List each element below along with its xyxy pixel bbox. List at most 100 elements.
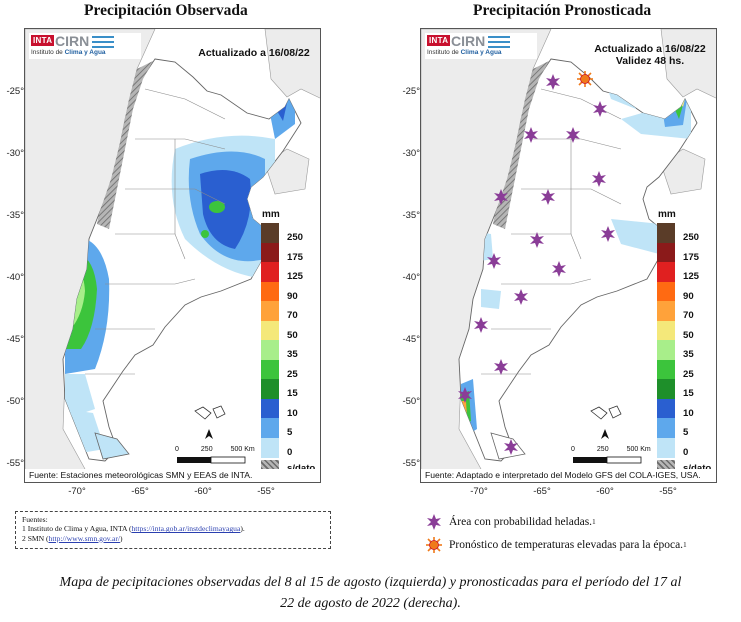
legend-unit: mm xyxy=(658,209,676,220)
left-lon-label: -70° xyxy=(68,486,86,497)
frost-star-icon xyxy=(458,387,472,403)
source-line-inta: 1 Instituto de Clima y Agua, INTA (https… xyxy=(22,524,245,534)
smn-link[interactable]: http://www.smn.gov.ar/ xyxy=(48,533,120,543)
left-source-note: Fuente: Estaciones meteorológicas SMN y … xyxy=(25,469,320,482)
inta-cirn-logo: INTA CIRN Instituto de Clima y Agua xyxy=(29,33,141,59)
right-lon-label: -65° xyxy=(533,486,551,497)
frost-star-icon xyxy=(427,514,441,530)
frost-star-icon xyxy=(541,189,555,205)
frost-star-icon xyxy=(592,171,606,187)
sources-box: Fuentes: 1 Instituto de Clima y Agua, IN… xyxy=(15,511,331,549)
sun-icon xyxy=(426,537,442,553)
legend-unit: mm xyxy=(262,209,280,220)
malvinas-islands xyxy=(194,405,226,420)
legend-swatch xyxy=(657,281,675,302)
right-lon-label: -55° xyxy=(659,486,677,497)
legend-swatch xyxy=(261,301,279,321)
observed-map-canvas xyxy=(25,29,320,482)
north-arrow-icon xyxy=(205,429,213,439)
legend-swatch xyxy=(657,379,675,399)
sources-heading: Fuentes: xyxy=(22,515,48,524)
legend-label: 15 xyxy=(287,388,298,399)
right-scale-labels: 0 250 500 Km xyxy=(571,446,651,453)
legend-label: 35 xyxy=(287,349,298,360)
inta-link[interactable]: https://inta.gob.ar/instdeclimayagua xyxy=(131,524,241,534)
forecast-precipitation-map: INTA CIRN Instituto de Clima y Agua Actu… xyxy=(420,28,717,483)
right-validity: Validez 48 hs. xyxy=(615,55,685,67)
forecast-map-canvas xyxy=(421,29,716,482)
scale-bar-black xyxy=(573,457,607,463)
right-lat-label: -30° xyxy=(402,148,420,159)
right-lat-label: -55° xyxy=(402,458,420,469)
province-borders xyxy=(85,88,226,375)
scale-bar-black xyxy=(177,457,211,463)
legend-label: 250 xyxy=(683,232,700,243)
legend-swatch xyxy=(261,418,279,438)
legend-label: 5 xyxy=(683,427,689,438)
frost-star-icon xyxy=(514,289,528,305)
left-lat-label: -30° xyxy=(6,148,24,159)
legend-swatch xyxy=(261,320,279,341)
legend-label: 70 xyxy=(287,310,298,321)
scale-bar-white xyxy=(606,456,642,464)
legend-label: 70 xyxy=(683,310,694,321)
frost-star-icon xyxy=(494,359,508,375)
legend-label: s/dato xyxy=(683,463,711,474)
legend-label: 10 xyxy=(683,407,694,419)
brazil-landmass xyxy=(264,29,320,99)
left-lat-label: -40° xyxy=(6,272,24,283)
observed-precipitation-map: INTA CIRN Instituto de Clima y Agua Actu… xyxy=(24,28,321,483)
legend-swatch xyxy=(261,437,279,458)
left-lon-label: -65° xyxy=(131,486,149,497)
right-lat-label: -40° xyxy=(402,272,420,283)
legend-label: 50 xyxy=(287,329,298,341)
figure-caption: Mapa de pecipitaciones observadas del 8 … xyxy=(0,572,741,614)
malvinas-islands xyxy=(590,405,622,420)
right-lat-label: -45° xyxy=(402,334,420,345)
legend-swatch xyxy=(261,379,279,399)
caption-line-1: Mapa de pecipitaciones observadas del 8 … xyxy=(59,575,682,590)
frost-star-icon xyxy=(524,127,538,143)
right-lat-label: -35° xyxy=(402,210,420,221)
cirn-logo-text: CIRN xyxy=(451,33,486,49)
frost-star-icon xyxy=(593,101,607,117)
logo-subtitle: Instituto de Clima y Agua xyxy=(31,49,106,56)
left-lon-label: -55° xyxy=(257,486,275,497)
legend-label: 15 xyxy=(683,388,694,399)
legend-swatch xyxy=(657,223,675,243)
waves-icon xyxy=(92,36,114,48)
legend-swatch xyxy=(261,281,279,302)
right-lat-label: -25° xyxy=(402,86,420,97)
legend-label: 90 xyxy=(683,290,694,302)
left-scale-labels: 0 250 500 Km xyxy=(175,446,255,453)
province-borders xyxy=(481,88,622,375)
heat-key-sup: 1 xyxy=(683,541,687,549)
frost-star-icon xyxy=(487,253,501,269)
legend-swatch xyxy=(657,359,675,380)
left-lat-label: -55° xyxy=(6,458,24,469)
legend-label: s/dato xyxy=(287,463,315,474)
north-arrow-icon xyxy=(601,429,609,439)
tierra-del-fuego xyxy=(94,432,130,460)
scale-bar-white xyxy=(210,456,246,464)
legend-swatch xyxy=(261,262,279,282)
legend-swatch xyxy=(657,262,675,282)
legend-swatch xyxy=(261,340,279,360)
frost-star-icon xyxy=(552,261,566,277)
legend-swatch xyxy=(657,437,675,458)
legend-label: 175 xyxy=(683,251,700,263)
legend-label: 90 xyxy=(287,290,298,302)
legend-label: 250 xyxy=(287,232,304,243)
legend-label: 5 xyxy=(287,427,293,438)
left-lat-label: -45° xyxy=(6,334,24,345)
brazil-landmass xyxy=(660,29,716,99)
no-data-andes-north xyxy=(97,61,153,229)
left-lat-label: -35° xyxy=(6,210,24,221)
left-lat-label: -25° xyxy=(6,86,24,97)
legend-swatch xyxy=(657,418,675,438)
frost-star-icon xyxy=(546,74,560,90)
heat-key-label: Pronóstico de temperaturas elevadas para… xyxy=(449,539,684,551)
frost-star-icon xyxy=(504,439,518,455)
source-line-smn: 2 SMN (http://www.smn.gov.ar/) xyxy=(22,533,123,543)
left-lon-label: -60° xyxy=(194,486,212,497)
